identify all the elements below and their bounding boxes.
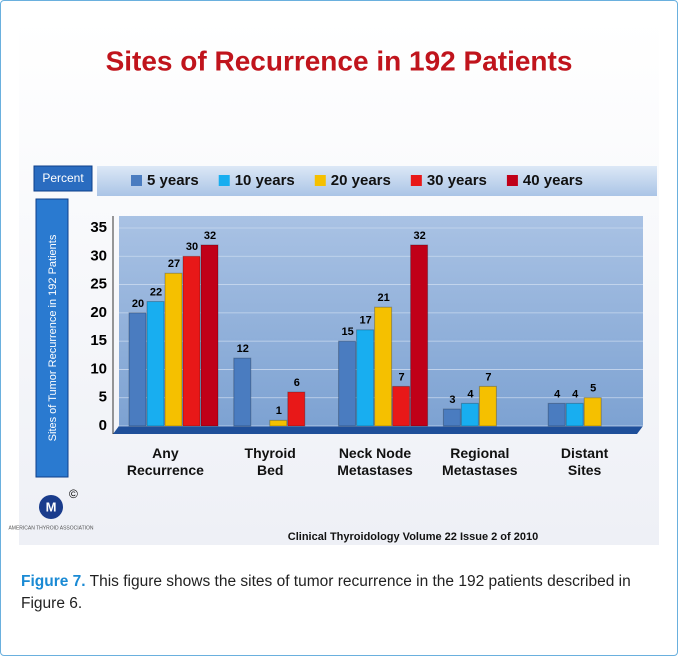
- bar: [547, 402, 566, 427]
- value-label: 3: [449, 394, 455, 406]
- bar: [410, 244, 429, 427]
- bar: [478, 385, 497, 427]
- legend-label: 10 years: [235, 172, 295, 189]
- value-label: 4: [572, 388, 579, 400]
- bar: [200, 244, 219, 427]
- legend-swatch: [131, 175, 142, 186]
- value-label: 22: [150, 286, 162, 298]
- bar: [460, 402, 479, 427]
- value-label: 12: [237, 343, 249, 355]
- legend-swatch: [410, 175, 422, 186]
- legend-swatch: [314, 175, 326, 186]
- legend-swatch: [218, 175, 230, 186]
- y-tick-label: 0: [99, 417, 107, 434]
- value-label: 4: [467, 388, 474, 400]
- legend-label: 5 years: [147, 172, 199, 189]
- caption: Figure 7. This figure shows the sites of…: [21, 571, 661, 615]
- x-tick-label: Regional Metastases: [442, 445, 518, 478]
- value-label: 5: [590, 383, 596, 395]
- value-label: 4: [554, 388, 561, 400]
- legend-swatch: [506, 175, 518, 186]
- y-tick-label: 30: [90, 247, 107, 264]
- y-tick-label: 25: [90, 276, 107, 293]
- bar: [442, 408, 461, 427]
- bar: [356, 329, 375, 427]
- bar: [583, 397, 602, 427]
- bar: [338, 340, 357, 427]
- bar: [565, 402, 584, 427]
- caption-text: This figure shows the sites of tumor rec…: [21, 573, 631, 612]
- value-label: 7: [399, 371, 405, 383]
- legend-label: 30 years: [427, 172, 487, 189]
- logo-letter: M: [46, 499, 57, 514]
- chart: Sites of Recurrence in 192 Patients Perc…: [8, 19, 659, 545]
- y-tick-label: 10: [90, 360, 107, 377]
- floor: [113, 426, 643, 434]
- bar: [392, 385, 411, 427]
- value-label: 15: [341, 326, 353, 338]
- y-tick-label: 20: [90, 304, 107, 321]
- unit-box: [33, 165, 93, 192]
- logo-circle: [39, 495, 63, 519]
- y-tick-label: 35: [90, 219, 107, 236]
- value-label: 32: [204, 230, 216, 242]
- x-tick-label: Neck Node Metastases: [337, 445, 413, 478]
- value-label: 6: [294, 377, 300, 389]
- chart-title: Sites of Recurrence in 192 Patients: [106, 45, 573, 76]
- bar: [233, 357, 252, 427]
- value-label: 20: [132, 298, 144, 310]
- legend-label: 40 years: [523, 172, 583, 189]
- value-label: 7: [485, 371, 491, 383]
- logo-text: AMERICAN THYROID ASSOCIATION: [8, 525, 93, 531]
- x-tick-label: Distant Sites: [560, 445, 609, 478]
- bar: [128, 312, 147, 427]
- x-tick-label: Thyroid Bed: [244, 445, 296, 478]
- y-tick-label: 5: [99, 389, 107, 406]
- y-axis-label: Sites of Tumor Recurrence in 192 Patient…: [47, 234, 59, 441]
- bar: [287, 391, 306, 427]
- bar: [164, 272, 183, 427]
- bar: [182, 255, 201, 427]
- source: Clinical Thyroidology Volume 22 Issue 2 …: [288, 531, 538, 543]
- value-label: 17: [359, 315, 371, 327]
- value-label: 1: [276, 405, 282, 417]
- ylabel-box: [35, 198, 69, 478]
- logo-mark: ©: [69, 487, 78, 501]
- legend-label: 20 years: [331, 172, 391, 189]
- value-label: 32: [413, 230, 425, 242]
- caption-label: Figure 7.: [21, 573, 86, 590]
- value-label: 30: [186, 241, 198, 253]
- value-label: 27: [168, 258, 180, 270]
- value-label: 21: [377, 292, 389, 304]
- bar: [374, 306, 393, 427]
- legend-band: [97, 166, 657, 196]
- bar: [146, 301, 165, 427]
- x-tick-label: Any Recurrence: [126, 445, 204, 478]
- bar: [269, 419, 288, 427]
- y-tick-label: 15: [90, 332, 107, 349]
- unit-label: Percent: [42, 171, 84, 185]
